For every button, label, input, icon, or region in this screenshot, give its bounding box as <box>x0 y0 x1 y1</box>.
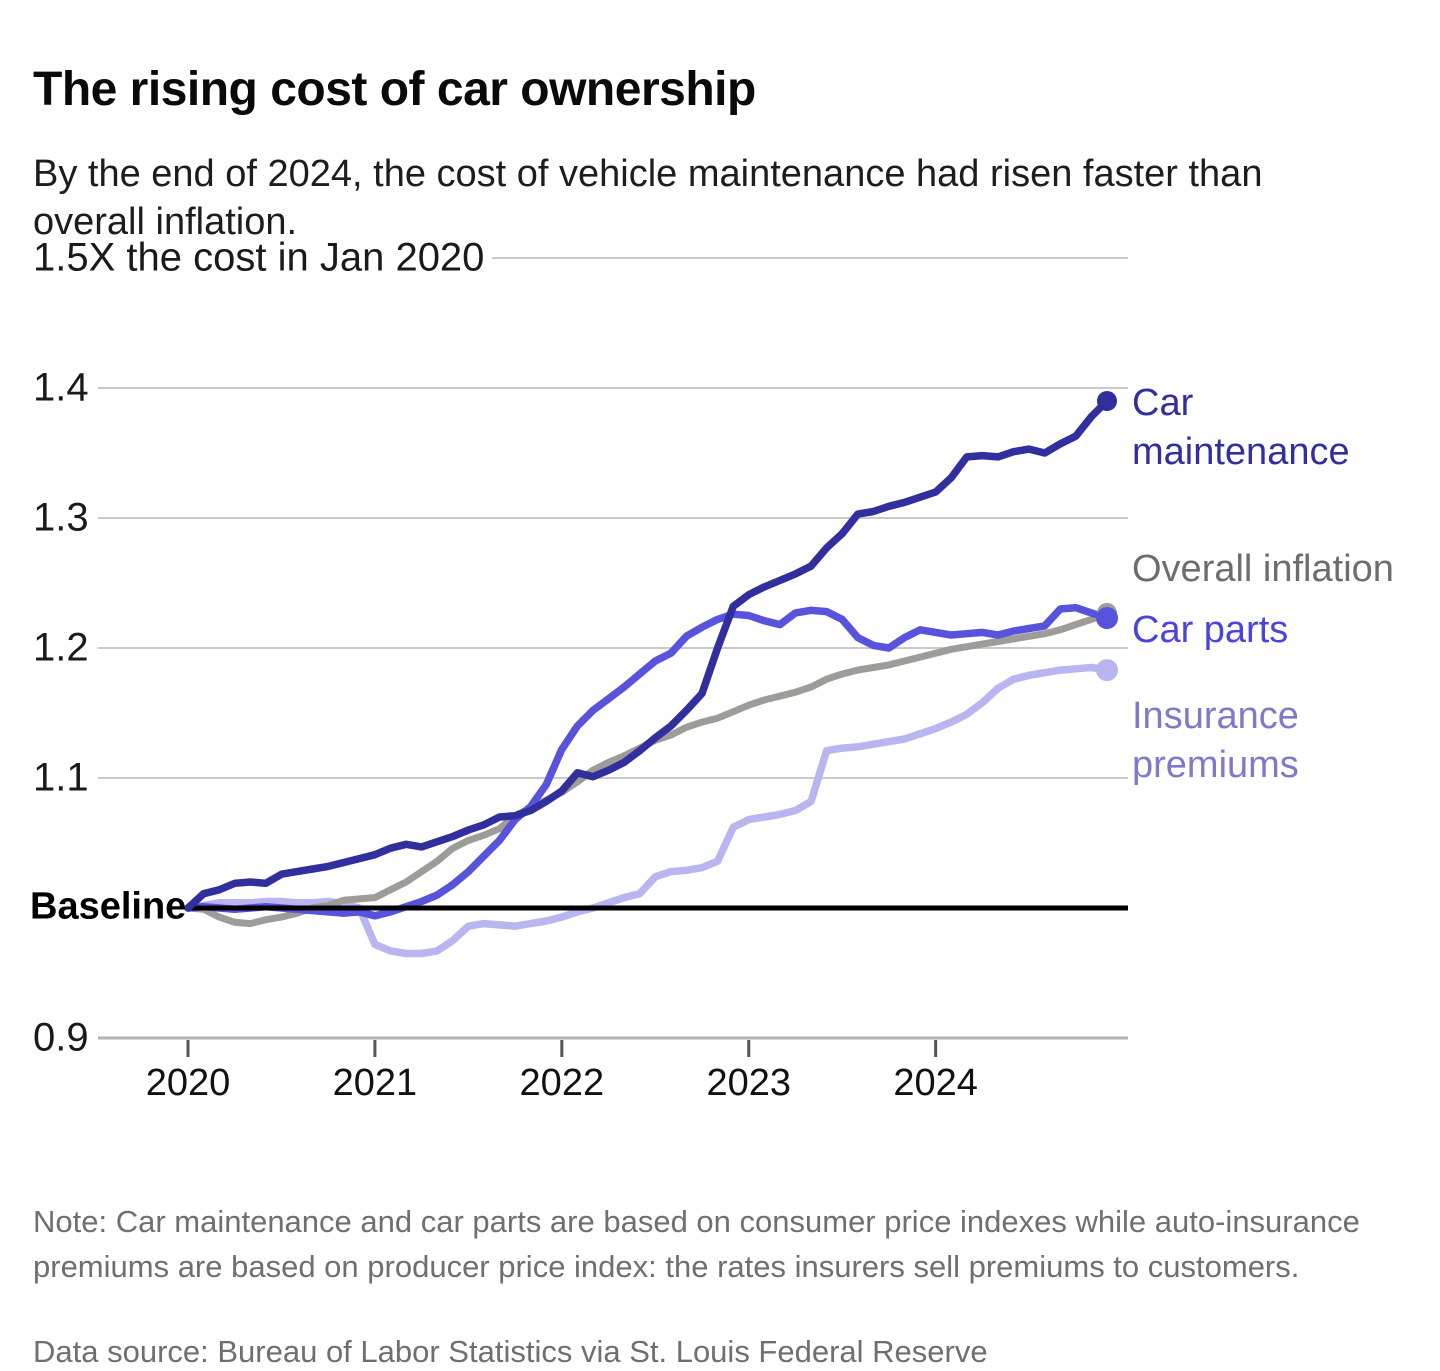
series-line-car-maintenance <box>184 397 1111 912</box>
series-line-car-parts <box>184 603 1111 920</box>
y-tick-label-1.2: 1.2 <box>33 625 89 670</box>
end-dot-insurance-premiums <box>1096 659 1118 682</box>
y-tick-label-1.4: 1.4 <box>33 365 89 410</box>
x-tick-label-2023: 2023 <box>706 1062 791 1104</box>
y-tick-label-1.3: 1.3 <box>33 495 89 540</box>
y-tick-label-0.9: 0.9 <box>33 1015 89 1060</box>
series-line-overall-inflation <box>184 609 1111 928</box>
legend-label-car-parts: Car parts <box>1132 609 1289 651</box>
x-tick-label-2020: 2020 <box>145 1062 231 1104</box>
end-dot-car-parts <box>1096 607 1118 630</box>
x-tick-label-2021: 2021 <box>332 1062 418 1104</box>
x-tick-label-2022: 2022 <box>519 1062 605 1104</box>
chart-subtitle: By the end of 2024, the cost of vehicle … <box>33 153 1263 243</box>
y-axis-top-label: 1.5X the cost in Jan 2020 <box>33 235 485 280</box>
data-source: Data source: Bureau of Labor Statistics … <box>33 1334 988 1369</box>
x-tick-label-2024: 2024 <box>893 1062 978 1104</box>
y-tick-label-1.1: 1.1 <box>33 755 89 800</box>
legend-label-overall-inflation: Overall inflation <box>1132 548 1394 590</box>
legend-label-insurance-premiums: Insurance premiums <box>1132 695 1299 786</box>
footnote: Note: Car maintenance and car parts are … <box>33 1204 1360 1284</box>
legend-label-car-maintenance: Car maintenance <box>1132 382 1350 473</box>
end-dot-car-maintenance <box>1097 391 1117 411</box>
baseline-label: Baseline <box>30 885 187 928</box>
page-title: The rising cost of car ownership <box>33 63 756 117</box>
